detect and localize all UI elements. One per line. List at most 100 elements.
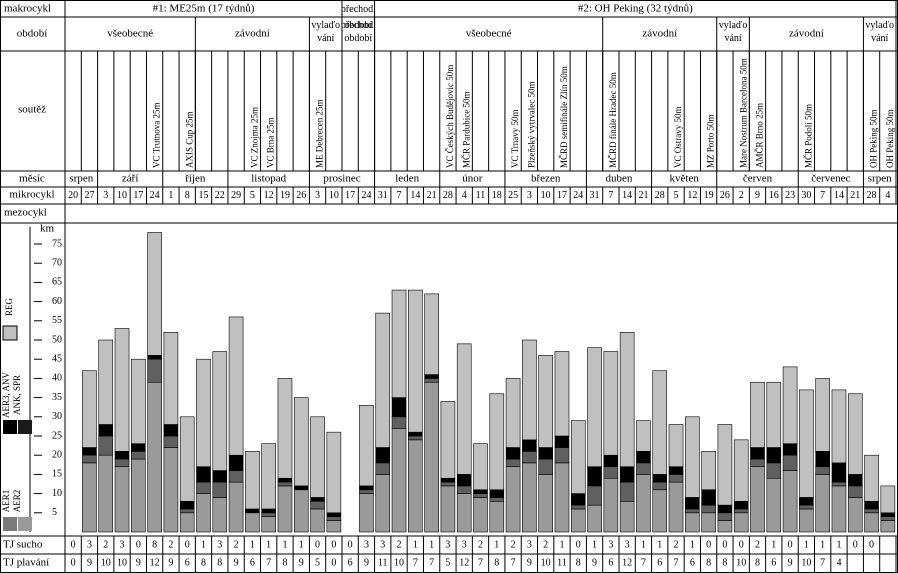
bar-segment-aer3 — [456, 485, 472, 494]
bar-segment-aer3 — [277, 481, 293, 487]
tj-sucho-cell: 1 — [250, 539, 255, 550]
bar-segment-aer — [847, 497, 863, 533]
bar-segment-reg — [277, 378, 293, 479]
tj-sucho-cell: 2 — [103, 539, 108, 550]
bar-segment-anv — [489, 489, 505, 498]
bar-segment-aer — [196, 493, 211, 533]
month-label: červenec — [811, 173, 850, 185]
bar-segment-aer3 — [359, 489, 374, 494]
bar-segment-reg — [489, 393, 505, 491]
bar-segment-reg — [440, 401, 456, 479]
tj-sucho-cell: 1 — [657, 539, 662, 550]
bar-segment-reg — [799, 389, 814, 498]
tj-sucho-cell: 1 — [559, 539, 564, 550]
y-tick-label: 75 — [52, 238, 62, 249]
legend-label-reg: REG — [4, 297, 14, 316]
tj-sucho-cell: 1 — [836, 539, 841, 550]
tj-sucho-cell: 1 — [820, 539, 825, 550]
competition-label: VC Trnavy 50m — [510, 109, 520, 168]
bar-segment-aer — [831, 485, 847, 533]
tj-plavani-cell: 7 — [478, 557, 483, 568]
microcycle-cell: 31 — [378, 190, 388, 201]
microcycle-cell: 17 — [557, 190, 567, 201]
tj-sucho-cell: 0 — [185, 539, 190, 550]
bar-segment-reg — [750, 381, 765, 448]
bar-segment-aer3 — [603, 466, 619, 479]
bar-segment-reg — [733, 439, 749, 502]
tj-plavani-cell: 9 — [788, 557, 793, 568]
competition-label: Plzeňský vytrvalec 50m — [526, 82, 536, 168]
bar-segment-reg — [619, 332, 635, 468]
microcycle-cell: 14 — [834, 190, 844, 201]
tj-sucho-cell: 3 — [87, 539, 92, 550]
tj-plavani-cell: 7 — [820, 557, 825, 568]
bar-segment-anv — [668, 466, 684, 475]
tj-sucho-cell: 2 — [674, 539, 679, 550]
microcycle-cell: 2 — [739, 190, 744, 201]
tj-sucho-cell: 2 — [755, 539, 760, 550]
y-tick-label: 50 — [52, 334, 62, 345]
month-label: leden — [395, 173, 419, 185]
bar-segment-anv — [799, 497, 814, 506]
bar-segment-anv — [880, 512, 896, 517]
tj-sucho-cell: 3 — [380, 539, 385, 550]
competition-label: MČRD finále Hradec 50m — [608, 72, 618, 168]
bar-segment-aer3 — [538, 458, 553, 475]
bar-segment-aer3 — [815, 466, 830, 475]
bar-segment-reg — [473, 443, 488, 491]
period-label: přechod. období — [341, 20, 376, 44]
tj-sucho-cell: 3 — [120, 539, 125, 550]
bar-segment-reg — [668, 424, 684, 468]
bar-segment-reg — [261, 443, 276, 510]
month-label: květen — [670, 173, 700, 185]
competition-label: VC Znojma 25m — [249, 107, 259, 168]
tj-sucho-cell: 0 — [136, 539, 141, 550]
period-label: vylaďo vání — [311, 20, 340, 44]
bar-segment-anv — [603, 454, 619, 468]
microcycle-cell: 27 — [84, 190, 94, 201]
bar-segment-aer3 — [636, 462, 651, 475]
tj-sucho-cell: 1 — [804, 539, 809, 550]
bar-segment-aer — [554, 462, 570, 533]
competition-label: AXIS Cup 25m — [184, 111, 194, 168]
y-tick-label: 10 — [52, 488, 62, 499]
bar-segment-anv — [196, 466, 211, 483]
bar-segment-aer — [456, 493, 472, 533]
tj-plavani-cell: 6 — [250, 557, 255, 568]
bar-segment-aer — [163, 447, 179, 533]
bar-segment-anv — [554, 435, 570, 448]
competition-label: MZ Porto 50m — [706, 114, 716, 168]
bar-segment-reg — [538, 355, 553, 448]
microcycle-cell: 8 — [185, 190, 190, 201]
bar-segment-aer — [245, 512, 260, 533]
bar-segment-anv — [717, 504, 733, 514]
tj-plavani-cell: 8 — [494, 557, 499, 568]
tj-plavani-cell: 7 — [511, 557, 516, 568]
legend-swatch-anv — [3, 420, 17, 434]
microcycle-cell: 19 — [280, 190, 290, 201]
tj-plavani-cell: 11 — [378, 557, 388, 568]
bar-segment-aer3 — [685, 508, 700, 514]
bar-segment-reg — [587, 347, 602, 468]
period-label: vylaďo vání — [865, 20, 894, 44]
tj-plavani-cell: 6 — [690, 557, 695, 568]
bar-segment-reg — [424, 293, 439, 375]
bar-segment-aer — [391, 428, 407, 533]
competition-label: OH Peking 50m — [869, 110, 879, 169]
bar-segment-aer3 — [619, 481, 635, 502]
row-label-tj-sucho: TJ sucho — [3, 539, 43, 551]
bar-segment-aer3 — [652, 481, 668, 491]
tj-plavani-cell: 6 — [608, 557, 613, 568]
legend-label-anv: AER3, ANVANK, SPR — [1, 372, 22, 419]
row-label-soutez: soutěž — [18, 104, 46, 116]
bar-segment-anv — [750, 447, 765, 460]
y-tick-label: 45 — [52, 353, 62, 364]
bar-segment-aer — [98, 454, 114, 533]
bar-segment-aer — [685, 512, 700, 533]
month-label: březen — [531, 173, 561, 185]
tj-sucho-cell: 3 — [608, 539, 613, 550]
microcycle-cell: 14 — [410, 190, 420, 201]
bar-segment-aer — [359, 493, 374, 533]
bar-segment-reg — [847, 393, 863, 475]
tj-sucho-cell: 1 — [690, 539, 695, 550]
